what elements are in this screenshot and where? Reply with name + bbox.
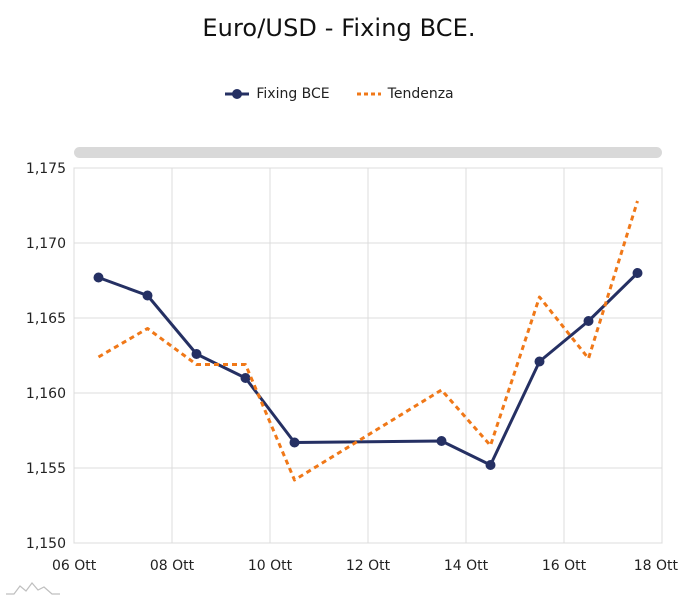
x-tick-label: 14 Ott xyxy=(444,558,489,574)
y-tick-label: 1,155 xyxy=(26,461,66,477)
chart-scrollbar[interactable] xyxy=(74,147,662,158)
x-tick-label: 18 Ott xyxy=(634,558,678,574)
legend-label-tendenza: Tendenza xyxy=(387,86,454,102)
series-line-fixing-bce xyxy=(97,271,639,467)
data-point-fixing-bce[interactable] xyxy=(289,437,300,448)
data-point-fixing-bce[interactable] xyxy=(485,460,496,470)
data-point-fixing-bce[interactable] xyxy=(534,356,545,367)
x-tick-label: 10 Ott xyxy=(248,558,293,574)
data-point-fixing-bce[interactable] xyxy=(583,316,594,326)
data-point-fixing-bce[interactable] xyxy=(142,290,153,301)
y-tick-label: 1,150 xyxy=(26,536,66,552)
series-line-tendenza xyxy=(97,200,639,482)
y-tick-label: 1,160 xyxy=(26,386,66,402)
chart-watermark-icon xyxy=(6,582,60,595)
x-tick-label: 16 Ott xyxy=(542,558,587,574)
data-point-fixing-bce[interactable] xyxy=(632,268,643,278)
legend-marker-fixing-bce xyxy=(225,89,250,99)
legend-marker-tendenza xyxy=(356,92,381,96)
chart-legend: Fixing BCE Tendenza xyxy=(0,86,678,102)
data-point-fixing-bce[interactable] xyxy=(93,272,104,283)
x-tick-label: 08 Ott xyxy=(150,558,195,574)
chart-title: Euro/USD - Fixing BCE. xyxy=(202,14,476,42)
y-tick-label: 1,165 xyxy=(26,311,66,327)
legend-item-tendenza[interactable]: Tendenza xyxy=(356,86,454,102)
data-point-fixing-bce[interactable] xyxy=(240,373,251,383)
legend-label-fixing-bce: Fixing BCE xyxy=(256,86,330,102)
data-point-fixing-bce[interactable] xyxy=(191,349,202,359)
x-tick-label: 12 Ott xyxy=(346,558,391,574)
x-tick-label: 06 Ott xyxy=(52,558,97,574)
data-point-fixing-bce[interactable] xyxy=(436,436,447,446)
y-tick-label: 1,170 xyxy=(26,236,66,252)
y-tick-label: 1,175 xyxy=(26,161,66,177)
legend-item-fixing-bce[interactable]: Fixing BCE xyxy=(224,86,330,102)
